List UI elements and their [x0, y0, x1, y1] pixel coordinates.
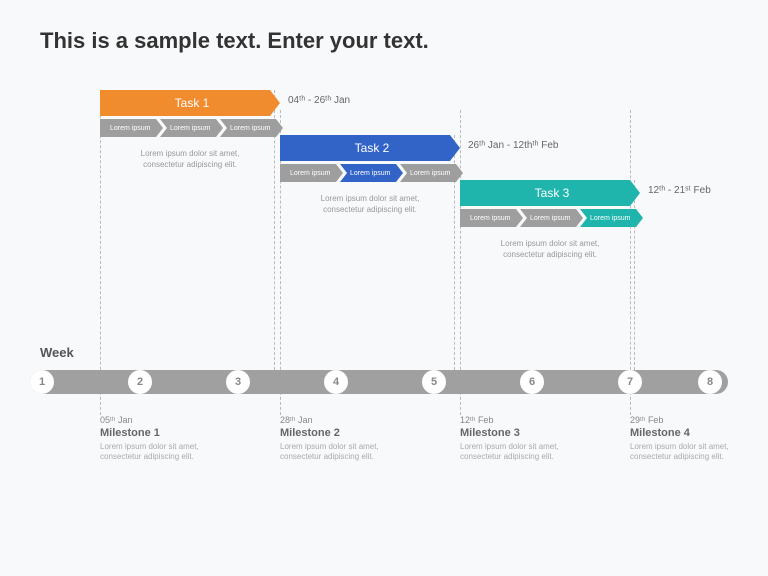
milestone: 29ᵗʰ Feb Milestone 4 Lorem ipsum dolor sit…: [630, 415, 760, 463]
week-tick: 7: [618, 370, 642, 394]
milestone: 12ᵗʰ Feb Milestone 3 Lorem ipsum dolor sit…: [460, 415, 590, 463]
task-description: Lorem ipsum dolor sit amet, consectetur …: [310, 193, 430, 215]
milestone-title: Milestone 1: [100, 427, 230, 439]
milestone-description: Lorem ipsum dolor sit amet, consectetur …: [280, 442, 410, 463]
task-block: Task 1Lorem ipsumLorem ipsumLorem ipsum: [100, 90, 280, 137]
task-arrow: Task 3: [460, 180, 640, 206]
milestone: 28ᵗʰ Jan Milestone 2 Lorem ipsum dolor sit…: [280, 415, 410, 463]
task-sub-row: Lorem ipsumLorem ipsumLorem ipsum: [460, 209, 640, 227]
milestone-date: 28ᵗʰ Jan: [280, 415, 410, 425]
page-title: This is a sample text. Enter your text.: [40, 28, 429, 54]
task-date: 12ᵗʰ - 21ˢᵗ Feb: [648, 185, 711, 196]
timeline-axis: 1 2 3 4 5 6 7 8: [30, 370, 728, 394]
task-sub-row: Lorem ipsumLorem ipsumLorem ipsum: [100, 119, 280, 137]
milestone-date: 05ᵗʰ Jan: [100, 415, 230, 425]
task-sub-arrow: Lorem ipsum: [280, 164, 343, 182]
milestone: 05ᵗʰ Jan Milestone 1 Lorem ipsum dolor sit…: [100, 415, 230, 463]
task-sub-arrow: Lorem ipsum: [220, 119, 283, 137]
task-block: Task 3Lorem ipsumLorem ipsumLorem ipsum: [460, 180, 640, 227]
task-sub-arrow: Lorem ipsum: [100, 119, 163, 137]
task-sub-arrow: Lorem ipsum: [340, 164, 403, 182]
task-date: 26ᵗʰ Jan - 12thᵗʰ Feb: [468, 140, 558, 151]
task-sub-arrow: Lorem ipsum: [160, 119, 223, 137]
task-date: 04ᵗʰ - 26ᵗʰ Jan: [288, 95, 350, 106]
week-tick: 2: [128, 370, 152, 394]
task-description: Lorem ipsum dolor sit amet, consectetur …: [130, 148, 250, 170]
week-tick: 1: [30, 370, 54, 394]
milestone-date: 12ᵗʰ Feb: [460, 415, 590, 425]
milestone-title: Milestone 4: [630, 427, 760, 439]
task-arrow: Task 2: [280, 135, 460, 161]
milestone-title: Milestone 2: [280, 427, 410, 439]
week-tick: 5: [422, 370, 446, 394]
task-block: Task 2Lorem ipsumLorem ipsumLorem ipsum: [280, 135, 460, 182]
timeline-diagram: Task 1Lorem ipsumLorem ipsumLorem ipsum0…: [40, 90, 728, 556]
milestone-date: 29ᵗʰ Feb: [630, 415, 760, 425]
week-tick: 8: [698, 370, 722, 394]
task-sub-arrow: Lorem ipsum: [400, 164, 463, 182]
task-arrow: Task 1: [100, 90, 280, 116]
task-sub-row: Lorem ipsumLorem ipsumLorem ipsum: [280, 164, 460, 182]
milestone-description: Lorem ipsum dolor sit amet, consectetur …: [460, 442, 590, 463]
week-tick: 6: [520, 370, 544, 394]
task-sub-arrow: Lorem ipsum: [520, 209, 583, 227]
milestone-description: Lorem ipsum dolor sit amet, consectetur …: [100, 442, 230, 463]
week-label: Week: [40, 345, 74, 360]
week-tick: 3: [226, 370, 250, 394]
milestone-title: Milestone 3: [460, 427, 590, 439]
task-sub-arrow: Lorem ipsum: [460, 209, 523, 227]
task-sub-arrow: Lorem ipsum: [580, 209, 643, 227]
milestone-description: Lorem ipsum dolor sit amet, consectetur …: [630, 442, 760, 463]
task-description: Lorem ipsum dolor sit amet, consectetur …: [490, 238, 610, 260]
week-tick: 4: [324, 370, 348, 394]
